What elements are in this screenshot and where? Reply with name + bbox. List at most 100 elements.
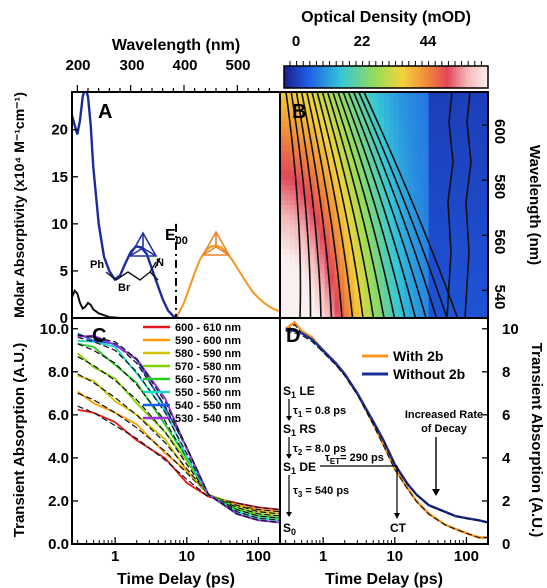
heatmap-cell [413, 121, 420, 127]
heatmap-cell [453, 175, 459, 182]
heatmap-cell [280, 160, 286, 167]
scheme-s0: S0 [283, 521, 296, 537]
heatmap-cell [413, 195, 420, 201]
heatmap-cell [364, 254, 370, 260]
heatmap-cell [408, 313, 415, 318]
heatmap-cell [483, 146, 488, 152]
xtick-label: 1 [111, 548, 119, 565]
heatmap-cell [379, 249, 385, 255]
heatmap-cell [438, 268, 445, 275]
heatmap-cell [403, 111, 410, 118]
heatmap-cell [408, 209, 415, 216]
heatmap-cell [280, 239, 286, 245]
heatmap-cell [284, 160, 291, 167]
heatmap-cell [428, 190, 435, 196]
heatmap-cell [423, 229, 430, 236]
heatmap-cell [384, 209, 390, 216]
heatmap-cell [324, 200, 331, 206]
heatmap-cell [384, 268, 390, 275]
heatmap-cell [448, 278, 454, 285]
heatmap-cell [334, 92, 341, 98]
heatmap-cell [413, 150, 420, 157]
heatmap-cell [428, 175, 435, 182]
heatmap-cell [443, 214, 449, 221]
scheme-s1-le: S1 LE [283, 384, 315, 400]
heatmap-cell [428, 313, 435, 318]
heatmap-cell [428, 229, 435, 236]
heatmap-cell [304, 259, 311, 265]
heatmap-cell [448, 165, 454, 172]
heatmap-cell [280, 106, 286, 113]
heatmap-cell [324, 96, 331, 103]
heatmap-cell [299, 229, 306, 236]
heatmap-cell [478, 313, 484, 318]
heatmap-cell [329, 141, 336, 147]
heatmap-cell [294, 175, 301, 182]
heatmap-cell [329, 234, 336, 240]
heatmap-cell [334, 214, 341, 221]
heatmap-cell [324, 111, 331, 118]
heatmap-cell [483, 111, 488, 118]
heatmap-cell [309, 288, 316, 295]
heatmap-cell [349, 146, 355, 152]
heatmap-cell [408, 244, 415, 250]
heatmap-cell [458, 131, 464, 137]
heatmap-cell [319, 116, 326, 123]
heatmap-cell [309, 293, 316, 299]
heatmap-cell [339, 209, 345, 216]
heatmap-cell [339, 283, 345, 290]
heatmap-cell [408, 170, 415, 177]
heatmap-cell [413, 146, 420, 152]
heatmap-cell [354, 101, 360, 108]
contour-line [295, 92, 322, 318]
heatmap-cell [478, 205, 484, 211]
heatmap-cell [453, 254, 459, 260]
heatmap-cell [349, 249, 355, 255]
heatmap-cell [408, 219, 415, 226]
heatmap-cell [319, 200, 326, 206]
panel-d-ytick-label: 8 [502, 364, 510, 381]
heatmap-cell [453, 209, 459, 216]
heatmap-cell [364, 185, 370, 191]
heatmap-cell [284, 273, 291, 280]
heatmap-cell [309, 259, 316, 265]
heatmap-cell [304, 190, 311, 196]
heatmap-cell [443, 111, 449, 118]
heatmap-cell [374, 126, 380, 132]
heatmap-cell [483, 170, 488, 177]
heatmap-cell [388, 224, 395, 231]
heatmap-cell [304, 288, 311, 295]
heatmap-cell [304, 293, 311, 299]
heatmap-cell [483, 224, 488, 231]
heatmap-cell [458, 116, 464, 123]
heatmap-cell [403, 165, 410, 172]
heatmap-cell [334, 111, 341, 118]
heatmap-cell [280, 219, 286, 226]
scheme-tau1: τ1 = 0.8 ps [293, 405, 346, 419]
heatmap-cell [408, 92, 415, 98]
panel-d-fit-line [285, 330, 488, 524]
heatmap-cell [319, 229, 326, 236]
heatmap-cell [294, 288, 301, 295]
heatmap-cell [433, 180, 440, 186]
heatmap-cell [304, 126, 311, 132]
heatmap-cell [468, 209, 474, 216]
heatmap-cell [339, 224, 345, 231]
heatmap-cell [339, 229, 345, 236]
arrow-de-s0-head [286, 512, 292, 517]
heatmap-cell [334, 126, 341, 132]
heatmap-cell [284, 229, 291, 236]
heatmap-cell [334, 155, 341, 162]
heatmap-cell [398, 185, 405, 191]
heatmap-cell [284, 170, 291, 177]
heatmap-cell [334, 308, 341, 314]
heatmap-cell [379, 263, 385, 270]
heatmap-cell [294, 298, 301, 304]
heatmap-cell [473, 165, 479, 172]
heatmap-cell [463, 146, 469, 152]
heatmap-cell [324, 303, 331, 309]
panel-a-ytick-label: 20 [51, 122, 68, 139]
heatmap-cell [403, 126, 410, 132]
heatmap-cell [364, 244, 370, 250]
heatmap-cell [438, 141, 445, 147]
